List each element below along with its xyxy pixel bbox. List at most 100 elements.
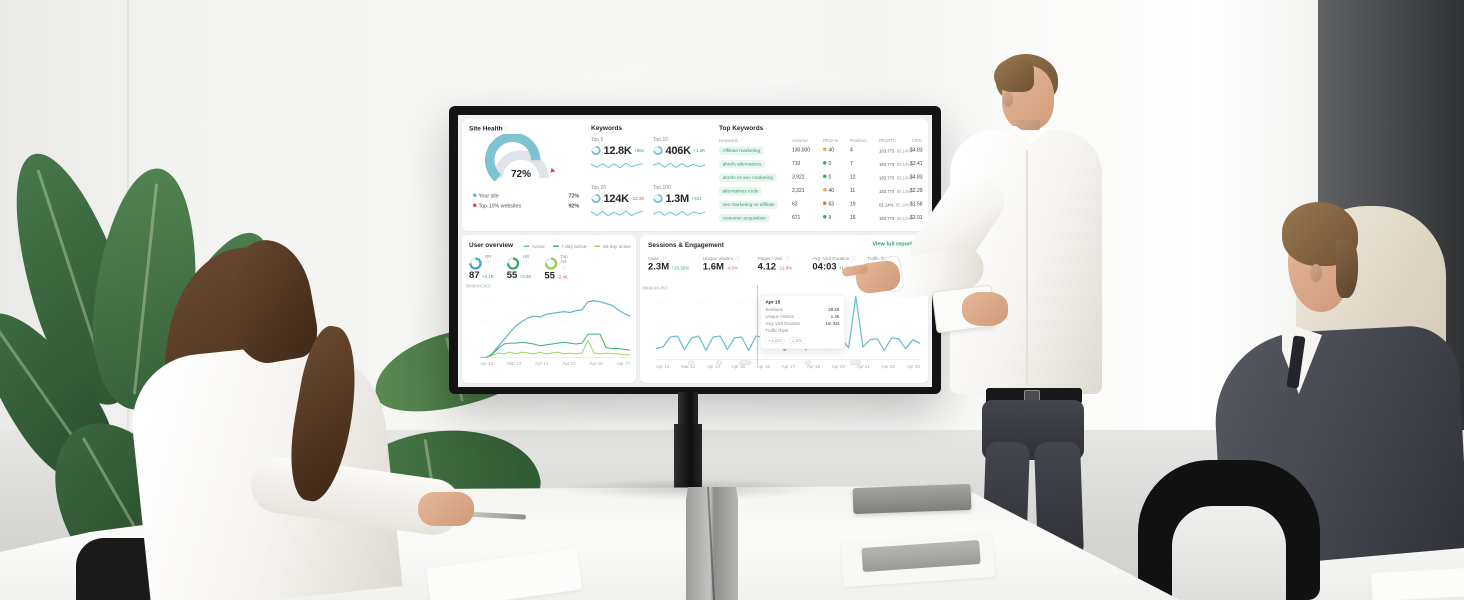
table-row[interactable]: seo marketing vs affiliate 62 63 19 61.1… [719, 198, 923, 212]
legend-swatch [594, 245, 601, 247]
x-axis-labels: Apr 12 Mar 13 Apr 14 Apr 15 Apr 16 Apr 17 Apr … [656, 364, 920, 369]
kd-cell: 40 [823, 188, 850, 194]
info-icon: ⓘ [661, 256, 666, 261]
paper-sheet [1371, 566, 1464, 600]
table-row[interactable]: ahrefs vs seo marketing 3,922 0 12 183,7… [719, 171, 923, 185]
stat-label: UR ⓘ [522, 254, 530, 265]
axis-marker[interactable] [805, 360, 811, 365]
presenter-hair-front [994, 58, 1034, 92]
volume-cell: 130,000 [792, 147, 811, 154]
stat-label: Pages / Visit ⓘ [757, 256, 790, 261]
x-axis-labels: Apr 12 Mar 13 Apr 14 Apr 15 Apr 16 Apr 17 [480, 361, 630, 366]
axis-label: Mar 13 [507, 361, 522, 366]
keyword-stat-top-100: Top 100 1.3M +321 [652, 185, 711, 223]
tooltip-row: Traffic Rank [765, 328, 789, 333]
volume-cell: 3,922 [792, 174, 805, 181]
stat-delta: +981 [634, 148, 645, 153]
user-overview-chart [480, 300, 630, 358]
stat-label: Visits ⓘ [648, 256, 666, 261]
stat-delta: +1.3K [693, 148, 706, 153]
top-keywords-table: Keyword Volume PKD % Position PKD/TC CPC Affi… [719, 138, 923, 225]
tooltip-date: Apr 15 [765, 299, 781, 306]
rank-up-chip: ▴ 972 [789, 337, 806, 344]
legend-28day[interactable]: 28-day active [594, 244, 631, 250]
position-cell: 11 [850, 188, 856, 194]
axis-label: Apr 23 [906, 364, 920, 369]
cpc-cell: $2.29 [910, 188, 923, 194]
info-icon: ⓘ [486, 260, 492, 265]
display-stand-pole [678, 392, 698, 426]
stat-delta: +321 [691, 196, 702, 201]
tooltip-row: Avg. Visit Duration 1m 32s [765, 321, 840, 326]
tc-cell: 61.14% 65.14% [879, 202, 911, 208]
tooltip-row: Unique Visitors 1.3K [765, 314, 840, 319]
table-row[interactable]: customer acquisition 671 9 15 183,773 65… [719, 211, 923, 225]
cpc-cell: $4.83 [910, 147, 923, 154]
info-icon: ⓘ [524, 260, 529, 265]
keyword-stat-top-10: Top 10 406K +1.3K [652, 137, 711, 175]
table-row[interactable]: ahrefs alternatives 710 0 7 183,773 65.1… [719, 157, 923, 171]
axis-label: 6K [471, 283, 478, 289]
table-row[interactable]: Affiliate marketing 130,000 40 4 183,773… [719, 144, 923, 158]
cpc-cell: $4.83 [910, 174, 923, 181]
info-icon: ⓘ [735, 256, 741, 261]
table-row[interactable]: alternatives tools 2,321 40 11 183,773 6… [719, 184, 923, 198]
tc-cell: 183,773 65.14% [879, 161, 912, 167]
top-keywords-title: Top Keywords [719, 124, 764, 132]
volume-cell: 62 [792, 201, 798, 208]
keyword-chip[interactable]: Affiliate marketing [719, 146, 764, 155]
axis-label: Apr 12 [656, 364, 670, 369]
stat-delta: -12.3K [631, 196, 645, 201]
axis-marker[interactable] [739, 360, 751, 365]
cpc-cell: $3.01 [910, 215, 923, 221]
rank-down-chip: ▾ 1,072 [765, 337, 785, 344]
table-cable-tray [686, 487, 738, 600]
presenter-ear [1003, 92, 1013, 107]
legend-top10: Top-10% websites [473, 203, 521, 209]
info-icon: ⓘ [852, 256, 857, 261]
axis-label: Mar 13 [680, 364, 695, 369]
stat-value: 124K [603, 192, 630, 205]
stat-value: 87 [469, 270, 480, 281]
position-cell: 19 [850, 201, 856, 208]
tooltip-row: Sessions 28.2K [765, 307, 840, 312]
axis-label: Apr 16 [756, 364, 770, 369]
user-overview-card: User overview Active 7-day active 28-day… [462, 235, 636, 383]
keyword-chip[interactable]: ahrefs vs seo marketing [719, 173, 777, 182]
axis-marker[interactable] [716, 360, 722, 365]
keyword-chip[interactable]: seo marketing vs affiliate [719, 200, 779, 209]
keywords-title: Keywords [591, 124, 623, 132]
keyword-chip[interactable]: customer acquisition [719, 214, 770, 223]
legend-active[interactable]: Active [523, 244, 545, 250]
stat-value: 55 [544, 270, 555, 282]
volume-cell: 671 [792, 215, 801, 221]
ring-icon [544, 257, 557, 270]
ring-icon [653, 145, 663, 156]
hover-reference-line [757, 285, 758, 364]
legend-swatch [523, 245, 530, 247]
stat-unique-visitors: Unique Visitors ⓘ 1.6M -4.6% [703, 255, 758, 273]
legend-swatch [552, 245, 559, 247]
stat-value: 55 [506, 270, 518, 281]
ring-icon [469, 257, 482, 270]
keyword-chip[interactable]: alternatives tools [719, 187, 762, 196]
axis-label: 0 [488, 283, 491, 289]
axis-marker[interactable] [850, 360, 861, 365]
stat-value: 1.3M [665, 192, 690, 205]
info-icon[interactable]: ⓘ [504, 126, 509, 132]
ring-icon [653, 193, 663, 204]
keyword-chip[interactable]: ahrefs alternatives [719, 160, 765, 169]
position-cell: 4 [850, 147, 853, 154]
axis-marker[interactable] [688, 360, 694, 365]
legend-7day[interactable]: 7-day active [552, 244, 587, 250]
table-header: Keyword Volume PKD % Position PKD/TC CPC [719, 138, 922, 144]
stat-delta: +4.1K [481, 274, 494, 279]
sessions-stats: Visits ⓘ 2.3M +10.32% Unique Visitors ⓘ … [648, 255, 922, 273]
stat-value: 2.3M [648, 261, 670, 273]
user-overview-legend: Active 7-day active 28-day active [518, 242, 631, 251]
stat-label: Top 5 [591, 137, 604, 143]
stat-delta: -11.8% [778, 265, 793, 271]
stat-dr: DR ⓘ 87 +4.1K [469, 254, 494, 282]
man-ear [1310, 264, 1322, 282]
stat-delta: +3.4K [519, 274, 532, 279]
